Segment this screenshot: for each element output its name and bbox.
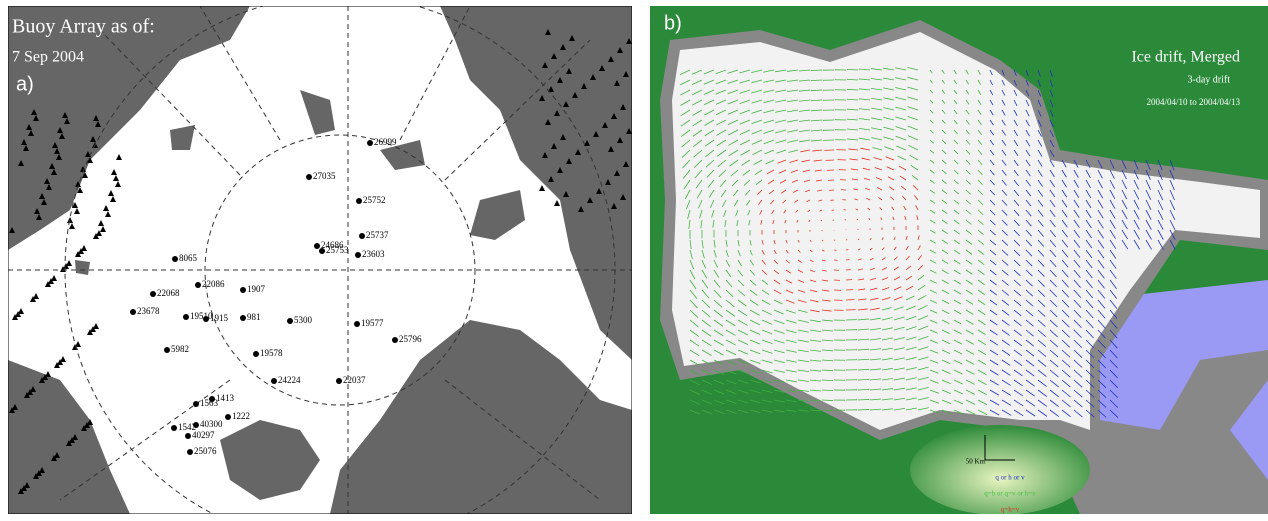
buoy-marker — [271, 378, 277, 384]
buoy-marker — [187, 449, 193, 455]
buoy-marker — [336, 378, 342, 384]
buoy-label: 22037 — [343, 375, 366, 385]
panel-label: a) — [16, 73, 34, 95]
buoy-label: 1222 — [232, 411, 250, 421]
buoy-marker — [203, 316, 209, 322]
legend-entry: q or h or v — [995, 474, 1025, 482]
date-range: 2004/04/10 to 2004/04/13 — [1146, 97, 1240, 107]
buoy-label: 1907 — [247, 284, 266, 294]
figure: Buoy Array as of: 7 Sep 2004 a) 26999 270… — [0, 0, 1268, 521]
buoy-label: 8065 — [179, 253, 198, 263]
buoy-marker — [356, 198, 362, 204]
buoy-label: 19578 — [260, 348, 283, 358]
buoy-label: 23603 — [362, 249, 385, 259]
buoy-marker — [354, 321, 360, 327]
buoy-marker — [367, 140, 373, 146]
buoy-label: 19577 — [361, 318, 384, 328]
title: Buoy Array as of: — [12, 16, 155, 38]
buoy-marker — [287, 318, 293, 324]
buoy-label: 26999 — [374, 137, 397, 147]
buoy-marker — [193, 401, 199, 407]
buoy-label: 5982 — [171, 344, 189, 354]
buoy-label: 27035 — [313, 171, 336, 181]
buoy-label: 23678 — [137, 306, 160, 316]
buoy-label: 25753 — [326, 245, 349, 255]
date: 7 Sep 2004 — [12, 49, 84, 66]
buoy-label: 25076 — [194, 446, 217, 456]
buoy-label: 5300 — [294, 315, 313, 325]
buoy-marker — [183, 314, 189, 320]
buoy-marker — [185, 433, 191, 439]
buoy-marker — [306, 174, 312, 180]
panel-b: b) Ice drift, Merged 3-day drift 2004/04… — [650, 6, 1268, 515]
buoy-marker — [240, 315, 246, 321]
buoy-marker — [253, 351, 259, 357]
scale-label: 50 Km — [966, 458, 986, 466]
title: Ice drift, Merged — [1131, 49, 1240, 66]
legend-entry: q=h=v — [1001, 506, 1020, 514]
buoy-label: 25796 — [399, 334, 422, 344]
legend-entry: q=h or q=v or h=v — [984, 490, 1036, 498]
buoy-label: 40297 — [192, 430, 215, 440]
buoy-label: 22086 — [202, 279, 225, 289]
panel-label: b) — [664, 12, 682, 34]
buoy-marker — [319, 248, 325, 254]
buoy-marker — [314, 243, 320, 249]
buoy-marker — [225, 414, 231, 420]
buoy-marker — [172, 256, 178, 262]
buoy-label: 1915 — [210, 313, 229, 323]
drift-vector — [858, 409, 869, 410]
buoy-label: 22068 — [157, 288, 180, 298]
panel-a: Buoy Array as of: 7 Sep 2004 a) 26999 270… — [8, 0, 632, 521]
buoy-marker — [150, 291, 156, 297]
buoy-label: 24224 — [278, 375, 301, 385]
buoy-marker — [164, 347, 170, 353]
buoy-marker — [130, 309, 136, 315]
buoy-label: 40300 — [200, 419, 223, 429]
buoy-marker — [240, 287, 246, 293]
buoy-marker — [355, 252, 361, 258]
buoy-label: 1413 — [216, 393, 235, 403]
buoy-label: 981 — [247, 312, 261, 322]
buoy-label: 25737 — [366, 230, 389, 240]
buoy-marker — [359, 233, 365, 239]
buoy-marker — [171, 425, 177, 431]
buoy-label: 25752 — [363, 195, 386, 205]
buoy-marker — [392, 337, 398, 343]
subtitle: 3-day drift — [1188, 74, 1231, 85]
drift-vector — [822, 410, 833, 411]
buoy-label: 1563 — [200, 398, 219, 408]
buoy-marker — [195, 282, 201, 288]
